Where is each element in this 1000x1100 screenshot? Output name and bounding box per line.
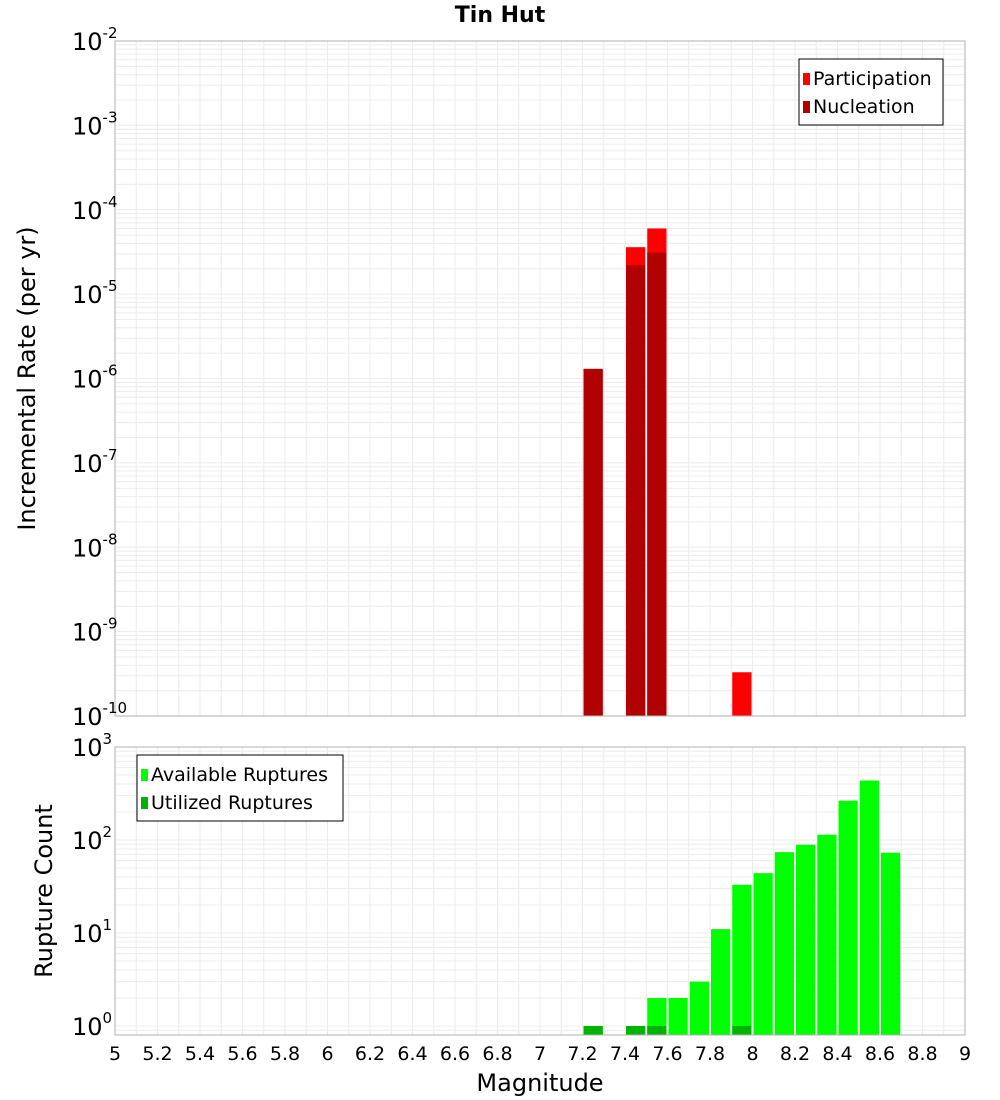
x-tick-label: 8.6 [865,1043,895,1065]
bar-available-ruptures [859,780,879,1035]
bar-available-ruptures [753,873,773,1035]
y-tick-label: 10-6 [72,362,118,394]
bar-available-ruptures [881,852,901,1035]
rate-y-axis-label: Incremental Rate (per yr) [13,226,41,530]
x-tick-label: 7.2 [567,1043,597,1065]
x-tick-label: 5.4 [185,1043,215,1065]
legend-swatch [141,797,148,809]
bar-utilized-ruptures [732,1025,752,1035]
y-tick-label: 102 [72,823,112,855]
x-tick-label: 8.4 [822,1043,852,1065]
y-tick-label: 10-5 [72,277,118,309]
x-tick-label: 8.8 [907,1043,937,1065]
rate-grid [114,41,966,717]
x-tick-label: 7 [534,1043,546,1065]
x-tick-label: 7.4 [610,1043,640,1065]
rate-y-ticks: 10-2 10-3 10-4 10-5 10-6 10-7 10-8 10-9 10-10 [72,24,127,731]
y-tick-label: 10-3 [72,108,118,140]
y-tick-label: 10-10 [72,699,127,731]
count-y-axis-label: Rupture Count [30,804,58,978]
x-tick-label: 6 [321,1043,333,1065]
x-tick-label: 6.8 [482,1043,512,1065]
rate-bars [583,228,752,716]
bar-available-ruptures [817,834,837,1035]
count-y-ticks: 103 102 101 100 [72,730,112,1041]
x-tick-label: 9 [959,1043,971,1065]
legend-swatch [803,73,810,85]
bar-available-ruptures [668,997,688,1035]
x-tick-label: 6.4 [397,1043,427,1065]
bar-available-ruptures [732,884,752,1035]
legend-swatch [141,769,148,781]
x-tick-label: 8.2 [780,1043,810,1065]
bar-available-ruptures [689,981,709,1035]
y-tick-label: 103 [72,730,112,762]
legend-label: Available Ruptures [151,764,328,786]
chart-title: Tin Hut [455,3,546,28]
x-tick-label: 7.6 [652,1043,682,1065]
legend-label: Participation [813,68,932,90]
count-plot-frame [114,746,966,1036]
bar-nucleation [583,368,603,716]
x-tick-label: 7.8 [695,1043,725,1065]
y-tick-label: 10-9 [72,615,118,647]
rate-panel: 10-2 10-3 10-4 10-5 10-6 10-7 10-8 10-9 10-10 In… [13,24,966,731]
legend-box [798,58,944,126]
count-panel: 103 102 101 100 Rupture Count Available Rup… [30,730,966,1041]
bar-utilized-ruptures [583,1025,603,1035]
rate-legend: Participation Nucleation [798,58,944,126]
x-axis-ticks: 5 5.2 5.4 5.6 5.8 6 6.2 6.4 6.6 6.8 7 7.2 7.4 7.6 7.8 8… [109,1043,971,1065]
bar-nucleation [626,265,646,716]
bar-utilized-ruptures [626,1025,646,1035]
bar-available-ruptures [647,997,667,1035]
y-tick-label: 10-4 [72,193,118,225]
rate-plot-frame [114,40,966,717]
legend-label: Utilized Ruptures [151,792,313,814]
x-tick-label: 5 [109,1043,121,1065]
y-tick-label: 100 [72,1009,112,1041]
y-tick-label: 10-2 [72,24,118,56]
x-tick-label: 6.6 [440,1043,470,1065]
bar-participation [732,672,752,716]
count-legend: Available Ruptures Utilized Ruptures [136,754,344,822]
count-bars [583,780,901,1035]
bar-available-ruptures [711,929,731,1035]
legend-box [136,754,344,822]
bar-utilized-ruptures [647,1025,667,1035]
legend-label: Nucleation [813,96,915,118]
x-tick-label: 5.2 [142,1043,172,1065]
legend-swatch [803,101,810,113]
bar-available-ruptures [838,800,858,1035]
bar-available-ruptures [796,844,816,1035]
x-tick-label: 6.2 [355,1043,385,1065]
x-tick-label: 5.6 [227,1043,257,1065]
y-tick-label: 10-7 [72,446,118,478]
bar-available-ruptures [774,852,794,1035]
y-tick-label: 10-8 [72,530,118,562]
x-tick-label: 8 [746,1043,758,1065]
x-axis-label: Magnitude [476,1069,603,1097]
bar-nucleation [647,252,667,716]
y-tick-label: 101 [72,916,112,948]
x-tick-label: 5.8 [270,1043,300,1065]
